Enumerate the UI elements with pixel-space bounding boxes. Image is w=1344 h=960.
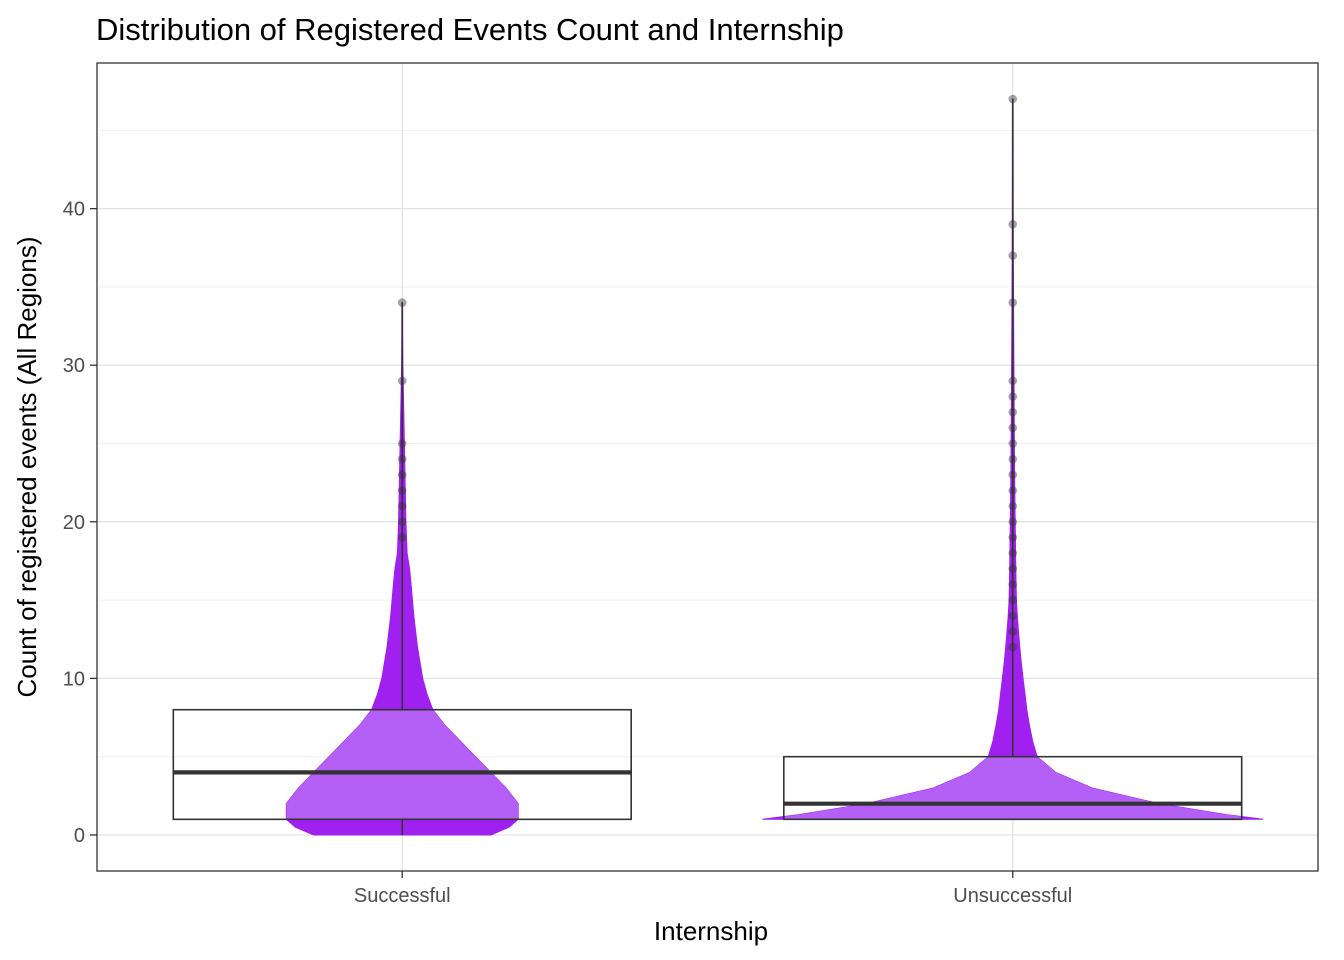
y-tick-label: 0 <box>74 825 85 847</box>
outlier-point <box>1008 392 1018 401</box>
outlier-point <box>1008 595 1018 605</box>
outlier-point <box>1008 376 1018 386</box>
outlier-point <box>397 533 407 542</box>
outlier-point <box>1008 423 1018 433</box>
outlier-point <box>1008 219 1018 229</box>
y-axis-title: Count of registered events (All Regions) <box>12 236 42 697</box>
outlier-point <box>1008 94 1018 104</box>
outlier-point <box>1008 627 1018 636</box>
y-tick-label: 20 <box>63 512 85 534</box>
outlier-point <box>1008 251 1018 260</box>
y-tick-label: 40 <box>63 199 85 221</box>
outlier-point <box>1008 454 1018 464</box>
outlier-point <box>1008 533 1018 542</box>
outlier-point <box>1008 439 1018 448</box>
outlier-point <box>1008 298 1018 307</box>
outlier-point <box>1008 564 1018 574</box>
plot-panel <box>97 63 1318 871</box>
outlier-point <box>1008 580 1018 589</box>
outlier-point <box>1008 611 1018 621</box>
outlier-point <box>397 470 407 480</box>
outlier-point <box>1008 486 1018 495</box>
plot-border <box>96 62 1319 872</box>
outlier-point <box>1008 642 1018 652</box>
outlier-point <box>1008 407 1018 417</box>
y-tick-label: 30 <box>63 355 85 377</box>
box-unsuccessful <box>783 755 1243 821</box>
outlier-point <box>1008 470 1018 480</box>
x-axis-title: Internship <box>654 916 768 946</box>
outlier-point <box>397 439 407 448</box>
outlier-point <box>397 517 407 527</box>
outlier-point <box>397 501 407 511</box>
box-successful <box>172 708 632 821</box>
x-tick-label: Successful <box>354 885 451 907</box>
outlier-point <box>397 486 407 495</box>
outlier-point <box>397 376 407 386</box>
outlier-point <box>1008 517 1018 527</box>
chart-title: Distribution of Registered Events Count … <box>96 12 844 47</box>
outlier-point <box>397 298 407 307</box>
outlier-point <box>397 454 407 464</box>
outlier-point <box>1008 501 1018 511</box>
outlier-point <box>1008 548 1018 558</box>
axes: 0 10 20 30 40 Successful Unsuccessful <box>63 199 1072 907</box>
y-tick-label: 10 <box>63 668 85 690</box>
x-tick-label: Unsuccessful <box>953 885 1072 907</box>
